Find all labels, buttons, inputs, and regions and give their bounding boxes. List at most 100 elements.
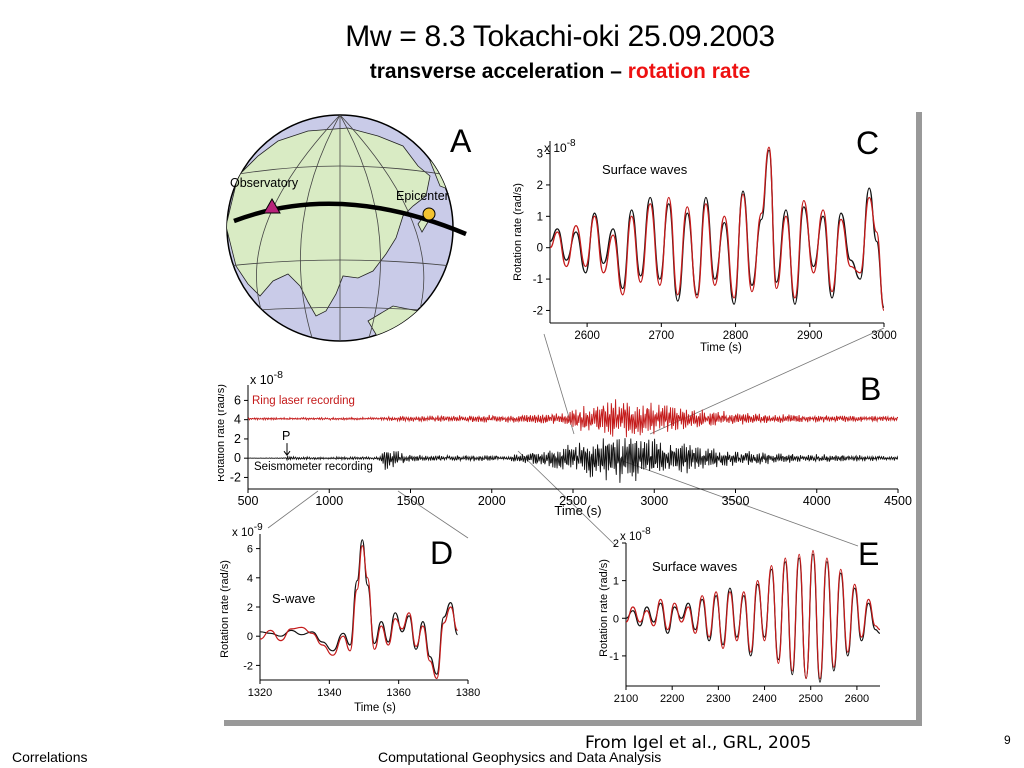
subtitle-acceleration: transverse acceleration <box>369 60 605 83</box>
x-tick-label: 2000 <box>478 494 506 508</box>
panel-e-red-trace <box>626 549 880 680</box>
y-tick-label: 1 <box>537 211 543 223</box>
epicenter-circle-marker <box>422 207 436 221</box>
x-tick-label: 1340 <box>317 687 341 699</box>
citation: From Igel et al., GRL, 2005 <box>585 733 812 753</box>
panel-e-yexp-base: x 10 <box>620 531 642 543</box>
panel-e-ylabel: Rotation rate (rad/s) <box>598 559 610 657</box>
panel-e-yexp: x 10-8 <box>620 526 651 543</box>
page-number: 9 <box>1004 733 1011 747</box>
footer-left: Correlations <box>12 749 88 765</box>
y-tick-label: 6 <box>247 544 253 556</box>
connector-c-left <box>543 333 575 435</box>
y-tick-label: 4 <box>247 573 253 585</box>
panel-c-annotation: Surface waves <box>602 162 688 177</box>
x-tick-label: 4000 <box>803 494 831 508</box>
panel-d-ticks: 1320 1340 1360 1380 -2 0 2 4 6 <box>243 544 480 699</box>
panel-c-yexp: x 10-8 <box>544 138 576 155</box>
x-tick-label: 4500 <box>884 494 912 508</box>
epicenter-label: Epicenter <box>396 189 449 203</box>
x-tick-label: 2300 <box>706 693 730 705</box>
panel-c-xlabel: Time (s) <box>700 342 742 354</box>
panel-b-xlabel: Time (s) <box>554 503 601 518</box>
connector-e-left <box>517 450 617 547</box>
panel-b-yexp-base: x 10 <box>250 373 274 387</box>
panel-c-yexp-base: x 10 <box>544 141 567 155</box>
eurasia-landmass <box>227 127 431 317</box>
panel-b-ylabel: Rotation rate (rad/s) <box>218 384 227 482</box>
x-tick-label: 3000 <box>640 494 668 508</box>
x-tick-label: 2700 <box>649 330 675 342</box>
connector-d-right <box>397 490 469 539</box>
longitude-line-5 <box>339 115 425 317</box>
x-tick-label: 3500 <box>722 494 750 508</box>
x-tick-label: 1320 <box>248 687 272 699</box>
panel-d: 1320 1340 1360 1380 -2 0 2 4 6 D S-wave x 10-9 R… <box>219 522 480 714</box>
panel-c-letter: C <box>856 125 879 161</box>
longitude-line-4 <box>256 115 341 317</box>
panel-e-annotation: Surface waves <box>652 559 738 574</box>
y-tick-label: 4 <box>234 413 241 427</box>
y-tick-label: 2 <box>613 538 619 550</box>
seismometer-trace <box>248 438 898 483</box>
y-tick-label: -1 <box>609 651 619 663</box>
x-tick-label: 1360 <box>386 687 410 699</box>
observatory-label: Observatory <box>230 176 299 190</box>
panel-c: 2600 2700 2800 2900 3000 -2 -1 0 1 2 3 C Surface w… <box>512 125 897 354</box>
panel-b: 500 1000 1500 2000 2500 3000 3500 4000 4500 -2 0 2 4… <box>218 369 912 518</box>
y-tick-label: 2 <box>537 180 543 192</box>
slide-subtitle: transverse acceleration – rotation rate <box>0 60 1024 84</box>
p-arrival-label: P <box>282 429 290 443</box>
subtitle-rotation-rate: rotation rate <box>627 60 751 83</box>
seismogram-figure: Observatory Epicenter A 2600 2700 2800 2900… <box>218 114 912 714</box>
y-tick-label: -1 <box>533 274 543 286</box>
panel-e: 2100 2200 2300 2400 2500 2600 -1 0 1 2 E Surface … <box>598 526 880 705</box>
panel-d-xlabel: Time (s) <box>354 702 396 714</box>
panel-c-ylabel: Rotation rate (rad/s) <box>512 183 524 281</box>
panel-e-ticks: 2100 2200 2300 2400 2500 2600 -1 0 1 2 <box>609 538 869 705</box>
panel-d-yexp: x 10-9 <box>232 522 263 539</box>
slide-title: Mw = 8.3 Tokachi-oki 25.09.2003 <box>345 20 775 53</box>
x-tick-label: 2500 <box>798 693 822 705</box>
panel-c-yexp-power: -8 <box>567 138 576 149</box>
p-arrival-arrow <box>283 443 291 457</box>
x-tick-label: 2500 <box>559 494 587 508</box>
x-tick-label: 2900 <box>797 330 823 342</box>
x-tick-label: 500 <box>238 494 259 508</box>
x-tick-label: 2600 <box>574 330 600 342</box>
x-tick-label: 2800 <box>723 330 749 342</box>
panel-e-letter: E <box>858 536 879 572</box>
panel-d-letter: D <box>430 535 453 571</box>
x-tick-label: 2100 <box>614 693 638 705</box>
panel-d-red-trace <box>260 545 459 680</box>
panel-b-yexp-power: -8 <box>274 369 283 381</box>
x-tick-label: 2200 <box>660 693 684 705</box>
x-tick-label: 1500 <box>397 494 425 508</box>
observatory-triangle-marker <box>263 197 281 214</box>
panel-d-yexp-base: x 10 <box>232 527 254 539</box>
panel-b-ticks: 500 1000 1500 2000 2500 3000 3500 4000 4500 -2 0 2 4… <box>230 393 912 508</box>
panel-e-yexp-power: -8 <box>642 526 651 537</box>
panel-c-red-trace <box>550 146 884 312</box>
longitude-line-3 <box>339 115 381 341</box>
y-tick-label: -2 <box>243 660 253 672</box>
x-tick-label: 1000 <box>315 494 343 508</box>
footer-center: Computational Geophysics and Data Analys… <box>378 749 662 765</box>
panel-a: Observatory Epicenter A <box>226 114 472 342</box>
subtitle-dash: – <box>604 60 628 83</box>
y-tick-label: 2 <box>234 432 241 446</box>
y-tick-label: -2 <box>230 470 241 484</box>
y-tick-label: 3 <box>537 149 543 161</box>
panel-d-ylabel: Rotation rate (rad/s) <box>219 560 231 658</box>
great-circle-path <box>233 201 467 237</box>
ring-laser-label: Ring laser recording <box>252 395 355 407</box>
panel-a-letter: A <box>450 123 472 159</box>
figure-panel: Observatory Epicenter A 2600 2700 2800 2900… <box>218 106 916 720</box>
y-tick-label: 6 <box>234 393 241 407</box>
connector-d-left <box>267 490 319 529</box>
longitude-line-2 <box>299 115 341 341</box>
y-tick-label: 0 <box>537 243 543 255</box>
seismometer-label: Seismometer recording <box>254 461 373 473</box>
y-tick-label: -2 <box>533 305 543 317</box>
x-tick-label: 2600 <box>845 693 869 705</box>
